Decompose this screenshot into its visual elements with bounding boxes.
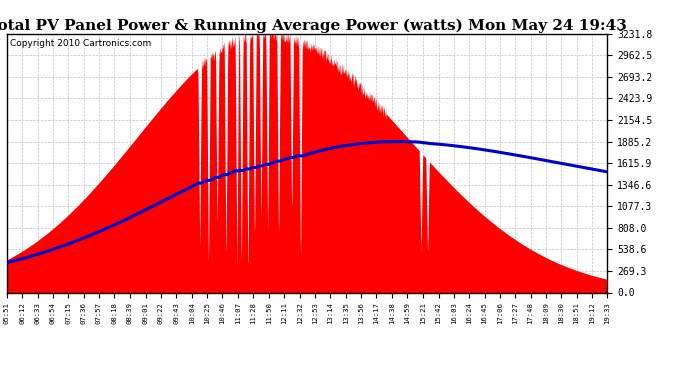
Title: Total PV Panel Power & Running Average Power (watts) Mon May 24 19:43: Total PV Panel Power & Running Average P… xyxy=(0,18,627,33)
Text: Copyright 2010 Cartronics.com: Copyright 2010 Cartronics.com xyxy=(10,39,151,48)
